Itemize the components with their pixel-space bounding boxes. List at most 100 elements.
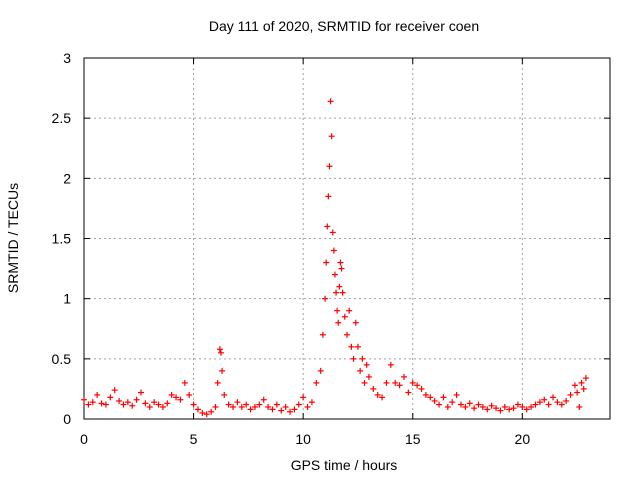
data-point: [328, 133, 335, 140]
data-point: [329, 229, 336, 236]
data-point: [409, 379, 416, 386]
data-point: [221, 391, 228, 398]
data-point: [352, 319, 359, 326]
x-tick-label: 0: [80, 431, 88, 447]
data-point: [466, 400, 473, 407]
data-point: [212, 403, 219, 410]
data-point: [208, 408, 215, 415]
data-point: [532, 401, 539, 408]
data-point: [479, 403, 486, 410]
data-point: [576, 403, 583, 410]
data-point: [326, 163, 333, 170]
data-point: [392, 379, 399, 386]
data-point: [558, 401, 565, 408]
data-point: [265, 403, 272, 410]
data-point: [541, 396, 548, 403]
data-point: [431, 397, 438, 404]
x-tick-label: 10: [295, 431, 311, 447]
data-point: [181, 379, 188, 386]
data-point: [510, 405, 517, 412]
data-point: [319, 331, 326, 338]
data-point: [85, 401, 92, 408]
data-point: [219, 367, 226, 374]
data-point: [370, 385, 377, 392]
data-point: [462, 403, 469, 410]
x-tick-label: 20: [515, 431, 531, 447]
data-point: [322, 295, 329, 302]
data-point: [89, 399, 96, 406]
y-axis-label: SRMTID / TECUs: [5, 183, 21, 293]
y-tick-label: 3: [63, 50, 71, 66]
plot-frame: [83, 57, 611, 420]
data-point: [436, 401, 443, 408]
data-point: [230, 403, 237, 410]
data-point: [291, 406, 298, 413]
y-tick-label: 2.5: [52, 110, 72, 126]
data-point: [363, 361, 370, 368]
data-point: [346, 307, 353, 314]
data-point: [567, 391, 574, 398]
data-point: [146, 403, 153, 410]
data-point: [338, 265, 345, 272]
data-point: [151, 399, 158, 406]
data-point: [273, 401, 280, 408]
data-point: [519, 403, 526, 410]
data-point: [330, 247, 337, 254]
data-point: [501, 403, 508, 410]
data-point: [287, 408, 294, 415]
data-point: [444, 403, 451, 410]
data-point: [440, 394, 447, 401]
data-point: [225, 401, 232, 408]
data-point: [217, 349, 224, 356]
data-point: [124, 399, 131, 406]
data-point: [81, 396, 87, 403]
data-point: [497, 407, 504, 414]
data-point: [336, 283, 343, 290]
data-point: [238, 403, 245, 410]
data-point: [177, 396, 184, 403]
data-point: [234, 399, 241, 406]
data-point: [214, 379, 221, 386]
data-point: [107, 394, 114, 401]
data-point: [194, 406, 201, 413]
data-point: [523, 406, 530, 413]
data-point: [348, 343, 355, 350]
data-point: [580, 385, 587, 392]
data-point: [278, 407, 285, 414]
data-point: [243, 401, 250, 408]
data-point: [323, 259, 330, 266]
data-point: [571, 382, 578, 389]
data-point: [116, 397, 123, 404]
data-point: [333, 289, 340, 296]
data-point: [414, 382, 421, 389]
data-point: [578, 379, 585, 386]
y-tick-label: 2: [63, 170, 71, 186]
data-point: [129, 402, 136, 409]
data-point: [550, 394, 557, 401]
data-point: [102, 401, 109, 408]
data-point: [361, 379, 368, 386]
data-point: [339, 289, 346, 296]
data-point: [422, 391, 429, 398]
data-point: [304, 403, 311, 410]
data-point: [359, 355, 366, 362]
data-points: [81, 98, 589, 418]
data-point: [308, 399, 315, 406]
data-point: [216, 346, 223, 353]
y-tick-label: 1.5: [52, 231, 72, 247]
data-point: [269, 406, 276, 413]
data-point: [427, 394, 434, 401]
data-point: [317, 367, 324, 374]
data-point: [331, 271, 338, 278]
axis-ticks: 0 5 10 15 20 0 0.5 1 1.5 2 2.5 3: [52, 50, 610, 447]
data-point: [335, 319, 342, 326]
data-point: [582, 375, 589, 382]
data-point: [344, 331, 350, 338]
data-point: [379, 394, 386, 401]
data-point: [247, 406, 254, 413]
data-point: [383, 379, 390, 386]
data-point: [354, 343, 361, 350]
data-point: [563, 397, 570, 404]
data-point: [98, 400, 105, 407]
x-tick-label: 5: [190, 431, 198, 447]
